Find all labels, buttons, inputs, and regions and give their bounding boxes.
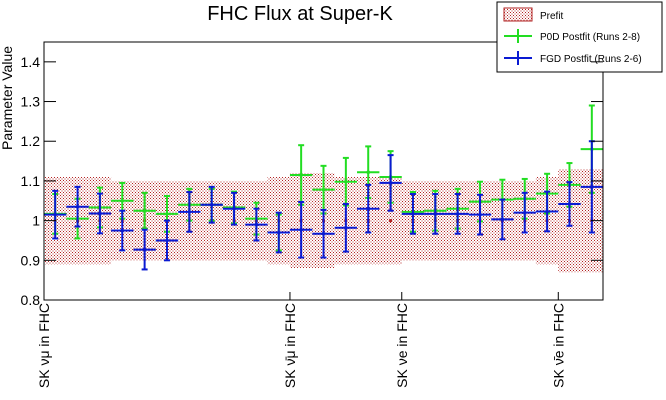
y-tick-label: 0.9: [21, 252, 41, 268]
marker: [455, 212, 460, 216]
error-bar: [334, 202, 358, 253]
error-bar: [66, 185, 89, 228]
error-bar: [289, 200, 313, 259]
error-bar: [245, 207, 268, 242]
x-tick-label: SK νμ in FHC: [36, 303, 52, 388]
marker: [98, 211, 102, 216]
marker: [344, 225, 348, 230]
x-tick-label: SK ν̄e in FHC: [550, 303, 566, 388]
marker: [120, 198, 125, 203]
marker: [142, 247, 147, 252]
marker: [522, 210, 527, 215]
y-tick-label: 1.4: [21, 54, 41, 70]
error-bar: [312, 164, 335, 215]
y-tick-label: 1.1: [21, 173, 41, 189]
marker: [254, 222, 259, 227]
legend: Prefit P0D Postfit (Runs 2-8) FGD Postfi…: [496, 1, 663, 73]
error-bar: [558, 181, 581, 227]
marker: [321, 231, 326, 236]
prefit-band: [379, 176, 402, 265]
marker: [75, 204, 80, 209]
marker: [321, 187, 326, 192]
marker: [187, 210, 192, 214]
marker: [165, 238, 169, 243]
marker: [590, 185, 594, 189]
legend-swatch: [503, 7, 533, 22]
marker: [53, 212, 57, 217]
chart-title: FHC Flux at Super-K: [207, 3, 393, 25]
error-bar: [357, 183, 380, 234]
error-bar: [133, 228, 156, 271]
marker: [567, 202, 572, 206]
marker: [209, 202, 214, 207]
marker: [388, 181, 393, 185]
error-bar: [312, 208, 335, 259]
marker: [545, 209, 549, 214]
error-bar: [178, 191, 201, 233]
marker: [433, 212, 438, 216]
error-bar: [424, 193, 447, 235]
x-tick-label: SK νe in FHC: [394, 303, 410, 388]
marker: [276, 230, 281, 235]
marker: [344, 179, 348, 184]
legend-label: Prefit: [540, 11, 564, 22]
error-bar: [513, 191, 536, 234]
marker: [142, 208, 147, 213]
error-bar: [267, 211, 290, 254]
plot-area: [44, 104, 603, 273]
legend-label: FGD Postfit (Runs 2-6): [540, 54, 642, 65]
y-tick-label: 1.3: [21, 94, 41, 110]
y-tick-label: 1.2: [21, 133, 41, 149]
marker: [500, 217, 505, 222]
legend-label: P0D Postfit (Runs 2-8): [540, 32, 640, 43]
marker: [232, 206, 236, 211]
marker: [478, 212, 482, 217]
error-bar: [535, 190, 559, 233]
error-bar: [133, 191, 156, 230]
marker: [366, 206, 371, 211]
legend-swatch: [504, 29, 532, 43]
error-bar: [491, 198, 514, 241]
error-bar: [200, 185, 223, 224]
marker: [120, 228, 125, 233]
marker: [299, 173, 303, 177]
error-bar: [155, 219, 179, 262]
error-bar: [446, 193, 469, 235]
marker: [411, 212, 415, 216]
error-bar: [401, 193, 425, 235]
marker: [366, 170, 371, 174]
error-bar: [111, 209, 134, 252]
error-bar: [379, 154, 402, 212]
error-bar: [468, 193, 492, 236]
y-axis-label: Parameter Value: [0, 46, 15, 150]
error-bar: [334, 156, 358, 207]
frame: [43, 41, 604, 301]
x-tick-label: SK ν̄μ in FHC: [282, 303, 298, 388]
legend-swatch: [504, 51, 532, 65]
marker: [299, 227, 303, 232]
band-center: [389, 219, 393, 223]
marker: [165, 212, 169, 216]
error-bar: [222, 191, 246, 226]
error-bar: [44, 189, 67, 240]
error-bar: [88, 192, 112, 235]
y-tick-label: 1: [32, 213, 40, 229]
y-tick-label: 0.8: [21, 292, 41, 308]
